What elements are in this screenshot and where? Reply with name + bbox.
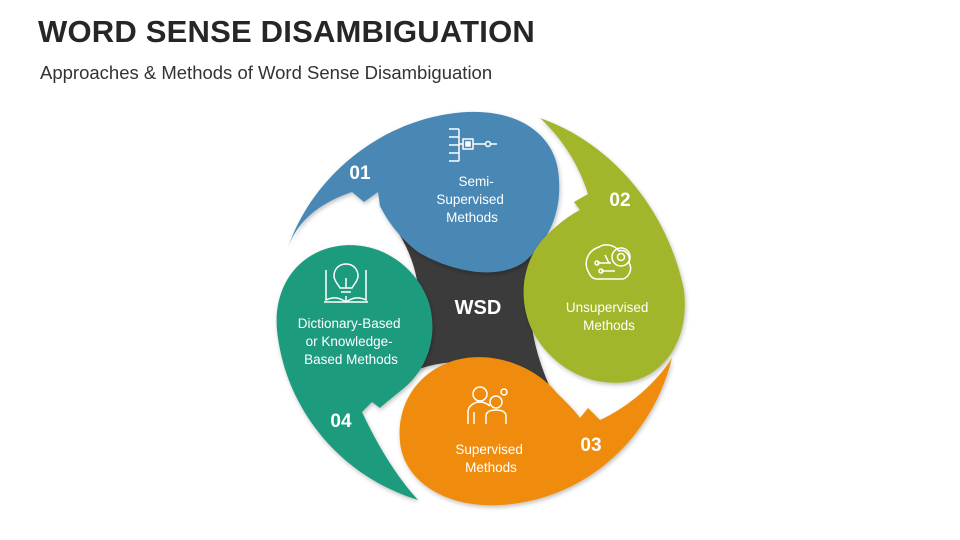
svg-text:Unsupervised Methods: Unsupervised Methods xyxy=(566,300,652,333)
segment-04: 04 Dictionary-Based or Knowledge- Based … xyxy=(276,245,433,500)
segment-01-label-line: Supervised xyxy=(436,192,504,207)
center-star xyxy=(398,232,552,392)
segment-03-label-line: Methods xyxy=(465,460,517,475)
segment-02: 02 Unsupervised Methods xyxy=(523,118,685,383)
segment-01-number: 01 xyxy=(349,163,371,184)
segment-03-number: 03 xyxy=(580,435,601,456)
segment-03: 03 Supervised Methods xyxy=(399,357,672,506)
svg-text:Supervised Methods: Supervised Methods xyxy=(455,442,526,475)
svg-text:Semi- Supervised M: Semi- Supervised Methods xyxy=(436,174,507,225)
segment-01-shape xyxy=(288,111,560,273)
segment-01: 01 Semi- Supervised Methods xyxy=(288,111,560,273)
brain-gear-icon xyxy=(585,244,632,280)
segment-04-label-line: or Knowledge- xyxy=(306,334,393,349)
segment-01-label-line: Methods xyxy=(446,210,498,225)
segment-02-label-line: Unsupervised xyxy=(566,300,649,315)
page-subtitle: Approaches & Methods of Word Sense Disam… xyxy=(40,62,493,83)
segment-04-label-line: Dictionary-Based xyxy=(298,316,401,331)
page-title: WORD SENSE DISAMBIGUATION xyxy=(38,14,535,49)
center-label: WSD xyxy=(455,297,502,319)
segment-02-label-line: Methods xyxy=(583,318,635,333)
segment-02-shape xyxy=(523,118,685,383)
teacher-student-icon xyxy=(467,386,508,424)
segment-01-label-line: Semi- xyxy=(458,174,493,189)
segment-02-number: 02 xyxy=(609,190,630,211)
segment-04-number: 04 xyxy=(330,411,352,432)
segment-04-label-line: Based Methods xyxy=(304,352,398,367)
flowchart-chip-icon xyxy=(449,128,497,162)
segment-03-shape xyxy=(399,357,672,506)
segment-04-shape xyxy=(276,245,433,500)
book-lightbulb-icon xyxy=(324,263,368,303)
svg-text:Dictionary-Based or Know: Dictionary-Based or Knowledge- Based Met… xyxy=(298,316,405,367)
segment-03-label-line: Supervised xyxy=(455,442,523,457)
